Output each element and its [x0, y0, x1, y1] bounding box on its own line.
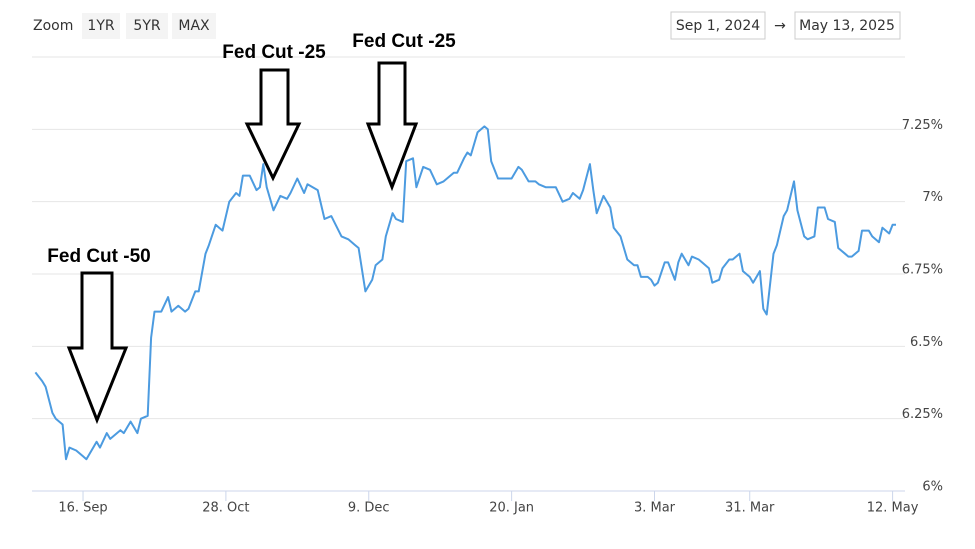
annotation-arrow — [66, 271, 129, 425]
zoom-button-bg[interactable] — [82, 13, 120, 39]
annotation: Fed Cut -25 — [222, 42, 326, 63]
plot-area: 6% 6.25% 6.5% 6.75% 7% 7.25% 16. Sep 28. Oct 9. … — [32, 56, 943, 516]
annotation-arrow — [244, 68, 302, 182]
x-tick-label: 12. May — [867, 501, 919, 516]
zoom-button-bg[interactable] — [172, 13, 216, 39]
zoom-button-bg[interactable] — [126, 13, 168, 39]
range-input[interactable] — [670, 11, 766, 40]
x-tick-label: 31. Mar — [725, 501, 775, 516]
zoom-button[interactable]: 5YR — [133, 18, 160, 34]
y-tick-label: 6% — [922, 480, 943, 495]
x-tick-label: 28. Oct — [202, 501, 249, 516]
x-tick-label: 16. Sep — [58, 501, 107, 516]
x-tick-label: 3. Mar — [634, 501, 676, 516]
range-separator: → — [774, 18, 786, 34]
y-tick-label: 7% — [922, 190, 943, 205]
x-tick-label: 20. Jan — [489, 501, 534, 516]
annotation: Fed Cut -25 — [352, 31, 456, 52]
y-tick-label: 6.25% — [902, 407, 943, 422]
y-tick-label: 6.5% — [910, 335, 943, 350]
zoom-button[interactable]: 1YR — [87, 18, 114, 34]
data-line — [34, 125, 896, 461]
y-tick-label: 7.25% — [902, 118, 943, 133]
range-input[interactable] — [794, 11, 901, 40]
zoom-button[interactable]: MAX — [178, 18, 210, 34]
annotation-arrow — [365, 61, 419, 192]
zoom-label: Zoom — [33, 18, 73, 34]
x-tick-label: 9. Dec — [348, 501, 390, 516]
range-to[interactable]: May 13, 2025 — [799, 18, 895, 34]
y-tick-label: 6.75% — [902, 263, 943, 278]
range-from[interactable]: Sep 1, 2024 — [676, 18, 760, 34]
annotation: Fed Cut -50 — [47, 246, 150, 267]
